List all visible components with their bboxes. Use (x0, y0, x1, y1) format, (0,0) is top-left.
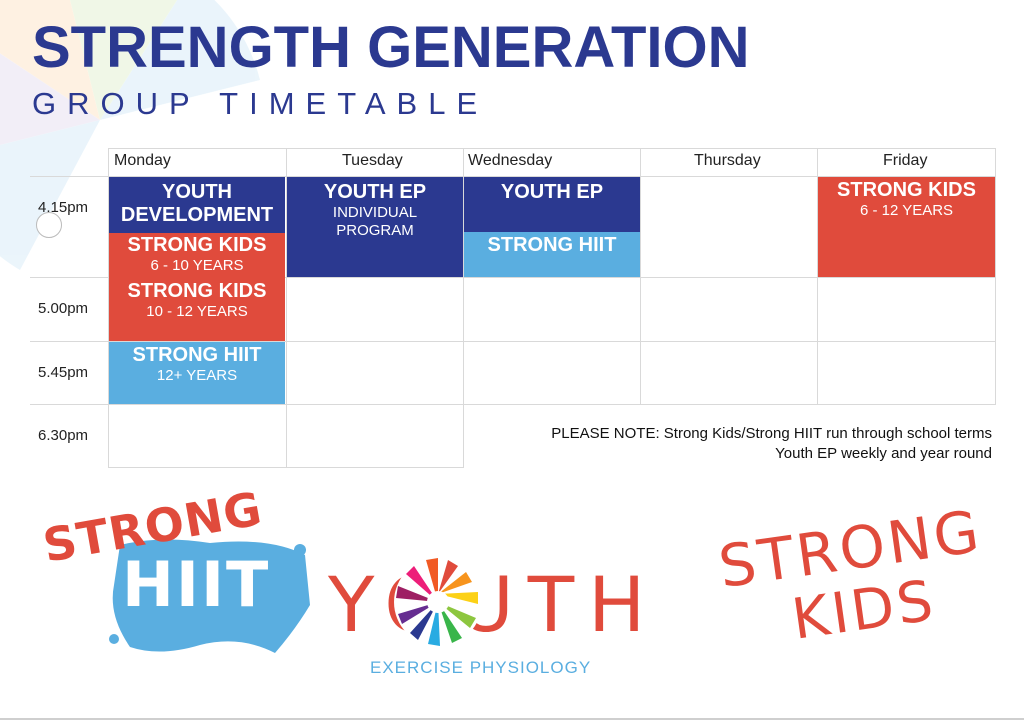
session-tuesday-youth-ep: YOUTH EP INDIVIDUAL PROGRAM (287, 177, 463, 277)
hiit-splash-graphic (109, 539, 310, 653)
session-monday-strong-kids-6-10: STRONG KIDS 6 - 10 YEARS (109, 233, 285, 278)
time-label-545: 5.45pm (38, 364, 89, 381)
session-title: STRONG KIDS (837, 179, 976, 201)
session-subtitle: 10 - 12 YEARS (146, 303, 248, 320)
time-label-630: 6.30pm (38, 427, 89, 444)
grid-v-3 (640, 148, 641, 405)
session-title: YOUTH EP (500, 181, 604, 203)
page-title: STRENGTH GENERATION (32, 15, 750, 80)
day-header-monday: Monday (114, 152, 171, 169)
background-swirl-graphic (0, 0, 260, 270)
grid-v-1 (286, 148, 287, 468)
session-monday-strong-hiit: STRONG HIIT 12+ YEARS (109, 342, 285, 404)
session-monday-strong-kids-10-12: STRONG KIDS 10 - 12 YEARS (109, 278, 285, 341)
grid-v-4 (817, 148, 818, 405)
grid-h-1 (30, 277, 996, 278)
session-title: STRONG KIDS (127, 280, 267, 302)
note-line-2: Youth EP weekly and year round (775, 445, 992, 462)
session-friday-strong-kids: STRONG KIDS 6 - 12 YEARS (818, 177, 995, 277)
session-monday-youth-development: YOUTH DEVELOPMENT (109, 177, 285, 233)
session-title: STRONG HIIT (132, 344, 262, 366)
grid-h-header (30, 176, 996, 177)
time-label-415: 4.15pm (38, 199, 89, 216)
day-header-friday: Friday (883, 152, 928, 169)
grid-v-5 (995, 148, 996, 405)
grid-h-4 (108, 467, 463, 468)
hiit-logo-word-hiit: HIIT (122, 548, 271, 621)
day-header-wednesday: Wednesday (468, 152, 553, 169)
timetable-note: PLEASE NOTE: Strong Kids/Strong HIIT run… (551, 424, 992, 464)
youth-rainbow-swirl-icon (394, 558, 482, 646)
session-subtitle: INDIVIDUAL PROGRAM (332, 204, 418, 239)
grid-v-0 (108, 148, 109, 468)
note-line-1: PLEASE NOTE: Strong Kids/Strong HIIT run… (551, 425, 992, 442)
time-label-500: 5.00pm (38, 300, 89, 317)
grid-h-3 (30, 404, 996, 405)
bottom-divider (0, 718, 1024, 720)
youth-logo-word: YOUTH (328, 560, 660, 649)
session-subtitle: 12+ YEARS (156, 367, 238, 384)
session-subtitle: 6 - 12 YEARS (859, 202, 954, 219)
circle-marker (36, 212, 62, 238)
session-title: YOUTH DEVELOPMENT (120, 181, 274, 226)
youth-logo-subtitle: EXERCISE PHYSIOLOGY (370, 658, 592, 677)
grid-h-2 (30, 341, 996, 342)
session-title: YOUTH EP (323, 181, 427, 203)
day-header-thursday: Thursday (694, 152, 761, 169)
session-title: STRONG HIIT (487, 234, 617, 256)
grid-v-2 (463, 148, 464, 468)
session-subtitle: 6 - 10 YEARS (150, 257, 244, 274)
page-subtitle: GROUP TIMETABLE (32, 86, 489, 121)
session-wednesday-strong-hiit: STRONG HIIT (464, 232, 640, 277)
grid-h-top (108, 148, 996, 149)
day-header-tuesday: Tuesday (342, 152, 403, 169)
session-title: STRONG KIDS (127, 234, 267, 256)
session-wednesday-youth-ep: YOUTH EP (464, 177, 640, 232)
